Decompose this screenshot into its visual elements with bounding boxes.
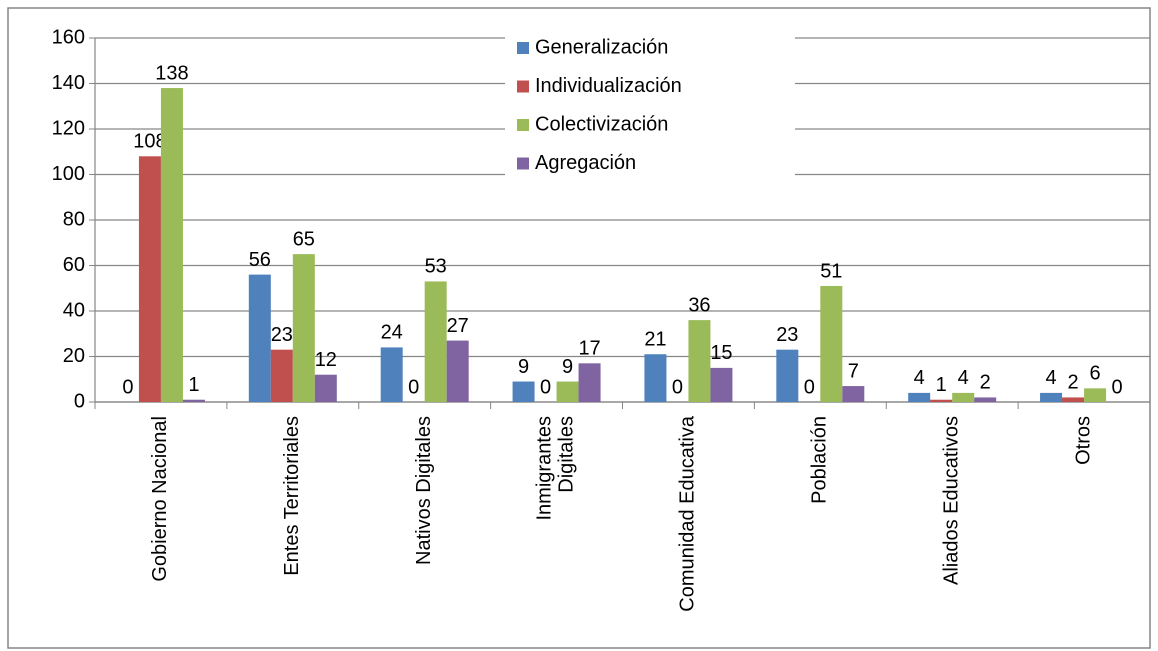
bar <box>974 397 997 402</box>
data-label: 65 <box>293 228 315 250</box>
data-label: 4 <box>958 367 969 389</box>
bar <box>556 381 579 402</box>
data-label: 51 <box>820 260 842 282</box>
x-tick-label: Nativos Digitales <box>413 416 435 565</box>
bar <box>1062 397 1085 402</box>
legend-label: Agregación <box>535 152 636 174</box>
y-tick-label: 140 <box>52 72 85 94</box>
data-label: 36 <box>688 294 710 316</box>
bar <box>446 340 469 402</box>
x-tick-label: Otros <box>1072 416 1094 465</box>
data-label: 7 <box>848 360 859 382</box>
bar <box>820 285 843 402</box>
data-label: 9 <box>562 356 573 378</box>
bar <box>842 386 865 402</box>
data-label: 1 <box>936 374 947 396</box>
data-label: 0 <box>122 376 133 398</box>
y-tick-label: 100 <box>52 163 85 185</box>
bar <box>314 374 337 402</box>
data-label: 17 <box>578 338 600 360</box>
data-label: 1 <box>188 374 199 396</box>
data-label: 9 <box>518 356 529 378</box>
data-label: 23 <box>271 324 293 346</box>
bar <box>1084 388 1107 402</box>
legend-label: Generalización <box>535 36 668 58</box>
data-label: 4 <box>914 367 925 389</box>
y-tick-label: 40 <box>63 299 85 321</box>
data-label: 27 <box>447 315 469 337</box>
x-tick-label: Comunidad Educativa <box>677 415 699 612</box>
x-tick-label: Entes Territoriales <box>281 416 303 576</box>
bar <box>908 392 931 402</box>
data-label: 24 <box>381 322 403 344</box>
bar <box>952 392 975 402</box>
bar <box>424 281 447 402</box>
legend-swatch <box>517 42 529 54</box>
data-label: 53 <box>425 256 447 278</box>
bar <box>930 399 953 402</box>
bar <box>380 347 403 402</box>
bar <box>512 381 535 402</box>
data-label: 108 <box>133 131 166 153</box>
data-label: 23 <box>776 324 798 346</box>
legend-swatch <box>517 80 529 93</box>
data-label: 0 <box>1112 376 1123 398</box>
bar <box>160 88 183 403</box>
y-tick-label: 80 <box>63 208 85 230</box>
data-label: 2 <box>1068 372 1079 394</box>
x-tick-label: Aliados Educativos <box>940 416 962 585</box>
y-tick-label: 120 <box>52 117 85 139</box>
bar <box>688 320 711 402</box>
bar <box>248 274 271 402</box>
data-label: 12 <box>315 349 337 371</box>
data-label: 2 <box>980 372 991 394</box>
bar <box>182 399 205 402</box>
legend-swatch <box>517 157 529 170</box>
data-label: 138 <box>155 62 188 84</box>
bar <box>578 363 601 402</box>
data-label: 6 <box>1090 363 1101 385</box>
bar <box>710 367 733 402</box>
bar <box>270 349 293 402</box>
x-tick-label: Gobierno Nacional <box>149 416 171 582</box>
data-label: 0 <box>408 376 419 398</box>
y-tick-label: 20 <box>63 345 85 367</box>
data-label: 0 <box>804 376 815 398</box>
bar <box>1040 392 1063 402</box>
bar <box>292 254 315 402</box>
x-tick-label: Población <box>809 416 831 504</box>
bar <box>138 156 161 402</box>
legend-label: Colectivización <box>535 113 668 135</box>
data-label: 21 <box>644 329 666 351</box>
bar <box>644 354 667 402</box>
legend-swatch <box>517 119 529 131</box>
legend-box <box>505 30 795 190</box>
y-tick-label: 160 <box>52 26 85 48</box>
legend-label: Individualización <box>535 75 682 97</box>
data-label: 4 <box>1046 367 1057 389</box>
data-label: 56 <box>249 249 271 271</box>
y-tick-label: 60 <box>63 254 85 276</box>
data-label: 15 <box>710 342 732 364</box>
bar <box>776 349 799 402</box>
x-tick-label: InmigrantesDigitales <box>534 416 578 521</box>
y-tick-label: 0 <box>74 390 85 412</box>
data-label: 0 <box>540 376 551 398</box>
data-label: 0 <box>672 376 683 398</box>
